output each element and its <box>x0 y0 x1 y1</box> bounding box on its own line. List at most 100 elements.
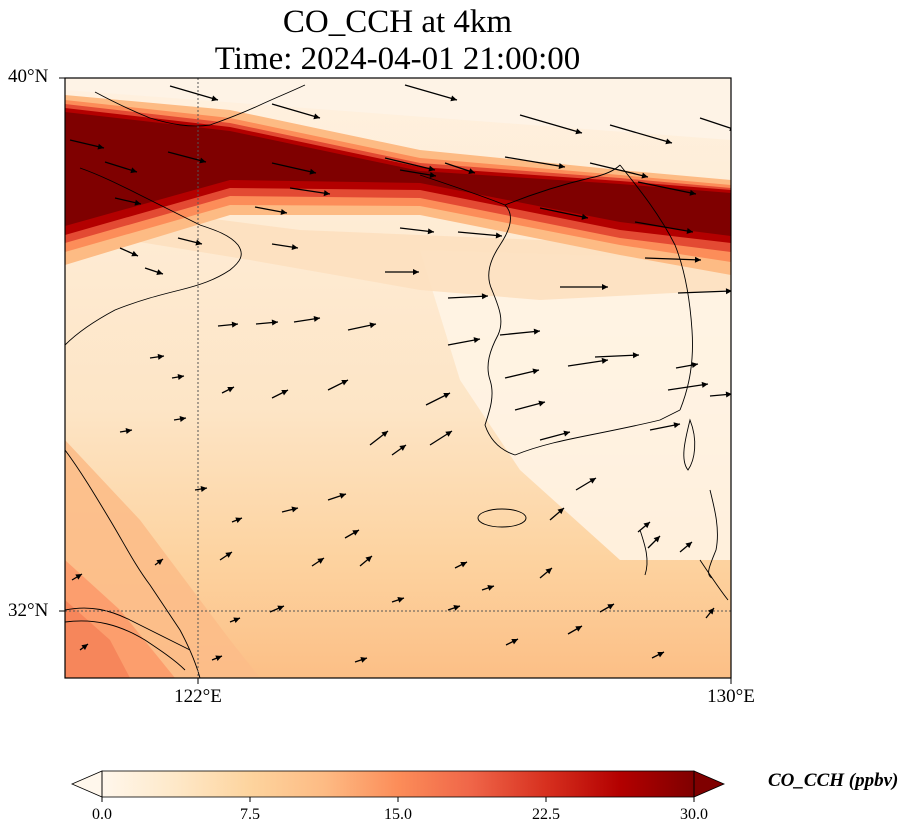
title-line-1: CO_CCH at 4km <box>282 4 513 40</box>
wind-arrow-head <box>313 315 320 322</box>
wind-arrow-head <box>341 380 348 386</box>
wind-arrow-head <box>200 486 207 492</box>
wind-arrow-head <box>673 422 680 429</box>
wind-arrow <box>447 295 489 299</box>
wind-arrow-head <box>607 604 614 610</box>
wind-arrow-head <box>130 167 137 174</box>
wind-arrow <box>504 156 566 168</box>
colorbar-tick-0: 0.0 <box>92 806 112 823</box>
wind-arrow <box>404 84 458 101</box>
wind-arrow <box>539 207 589 219</box>
wind-arrow-head <box>601 357 608 364</box>
wind-arrow-head <box>487 585 494 591</box>
wind-arrow-head <box>231 321 238 328</box>
wind-arrow <box>644 257 702 261</box>
wind-arrow-head <box>468 168 475 174</box>
colorbar <box>70 770 726 802</box>
wind-arrow <box>289 187 331 195</box>
wind-arrow-head <box>538 400 545 407</box>
wind-arrow-head <box>532 368 539 375</box>
wind-arrow <box>167 151 207 163</box>
wind-arrow-head <box>413 269 419 275</box>
wind-arrow-head <box>177 374 184 380</box>
wind-arrow-head <box>725 288 731 295</box>
wind-arrow-head <box>725 391 731 398</box>
lat-label-40n: 40°N <box>8 66 49 87</box>
wind-arrow-head <box>291 244 298 251</box>
wind-vectors <box>69 84 731 663</box>
wind-arrow <box>499 330 541 336</box>
wind-arrow-head <box>157 353 164 360</box>
wind-arrow-head <box>665 138 672 145</box>
wind-arrow-head <box>641 172 648 179</box>
wind-arrow-head <box>397 597 404 603</box>
wind-arrow-head <box>686 228 693 234</box>
wind-arrow <box>519 114 583 134</box>
wind-arrow-head <box>689 189 696 196</box>
title-line-2: Time: 2024-04-01 21:00:00 <box>214 41 581 77</box>
wind-arrow-head <box>481 293 488 300</box>
wind-arrow-head <box>427 228 434 235</box>
wind-arrow-head <box>281 390 288 396</box>
wind-arrow <box>169 85 219 101</box>
lon-label-130e: 130°E <box>707 686 755 707</box>
wind-arrow-head <box>339 493 346 499</box>
colorbar-tick-2: 15.0 <box>384 806 412 823</box>
wind-arrow-head <box>694 256 701 263</box>
colorbar-label: CO_CCH (ppbv) <box>768 770 899 791</box>
wind-arrow-head <box>317 558 324 564</box>
lon-label-122e: 122°E <box>174 686 222 707</box>
wind-arrow <box>637 181 697 195</box>
wind-arrow-head <box>179 416 186 422</box>
wind-arrow-head <box>199 157 206 164</box>
wind-arrow-head <box>575 128 582 135</box>
wind-arrow-head <box>445 431 452 437</box>
wind-arrow-head <box>632 352 639 359</box>
wind-arrow <box>594 354 640 358</box>
colorbar-extend-min <box>70 770 103 798</box>
wind-arrow <box>589 162 649 178</box>
wind-arrow-head <box>280 208 287 215</box>
wind-arrow-head <box>707 608 714 615</box>
wind-arrow-head <box>381 431 388 438</box>
wind-arrow-head <box>323 190 330 197</box>
wind-arrow-head <box>291 506 298 513</box>
map-field <box>65 78 731 678</box>
wind-arrow-head <box>235 517 242 524</box>
wind-arrow-head <box>131 250 138 257</box>
wind-arrow <box>699 117 731 130</box>
wind-arrow-head <box>563 430 570 437</box>
wind-arrow-head <box>215 655 222 662</box>
wind-arrow-head <box>277 605 284 612</box>
wind-arrow <box>271 103 321 119</box>
wind-arrow-head <box>511 639 518 645</box>
wind-arrow-head <box>352 530 359 536</box>
wind-arrow-head <box>533 328 540 335</box>
wind-arrow-head <box>134 199 141 206</box>
map-border <box>64 77 732 679</box>
wind-arrow-head <box>575 626 582 632</box>
wind-arrow <box>457 231 503 237</box>
wind-arrow-head <box>227 387 234 393</box>
wind-arrow-head <box>428 165 435 172</box>
wind-arrow-head <box>233 617 240 624</box>
wind-arrow-head <box>453 605 460 611</box>
colorbar-tick-3: 22.5 <box>532 806 560 823</box>
wind-arrow-head <box>81 644 88 650</box>
wind-arrow <box>634 221 694 233</box>
coastlines <box>65 84 729 678</box>
wind-arrow-head <box>271 319 278 326</box>
colorbar-tick-4: 30.0 <box>680 806 708 823</box>
wind-arrow-head <box>211 95 218 102</box>
wind-arrow-head <box>75 574 82 580</box>
wind-arrow-head <box>450 95 457 102</box>
wind-arrow-head <box>369 322 376 329</box>
wind-arrow-head <box>97 143 104 150</box>
wind-arrow-head <box>399 445 406 451</box>
wind-arrow-head <box>643 522 650 529</box>
wind-arrow-head <box>460 562 467 568</box>
wind-arrow-head <box>701 381 708 388</box>
colorbar-extend-max <box>693 770 726 798</box>
wind-arrow <box>609 124 673 144</box>
